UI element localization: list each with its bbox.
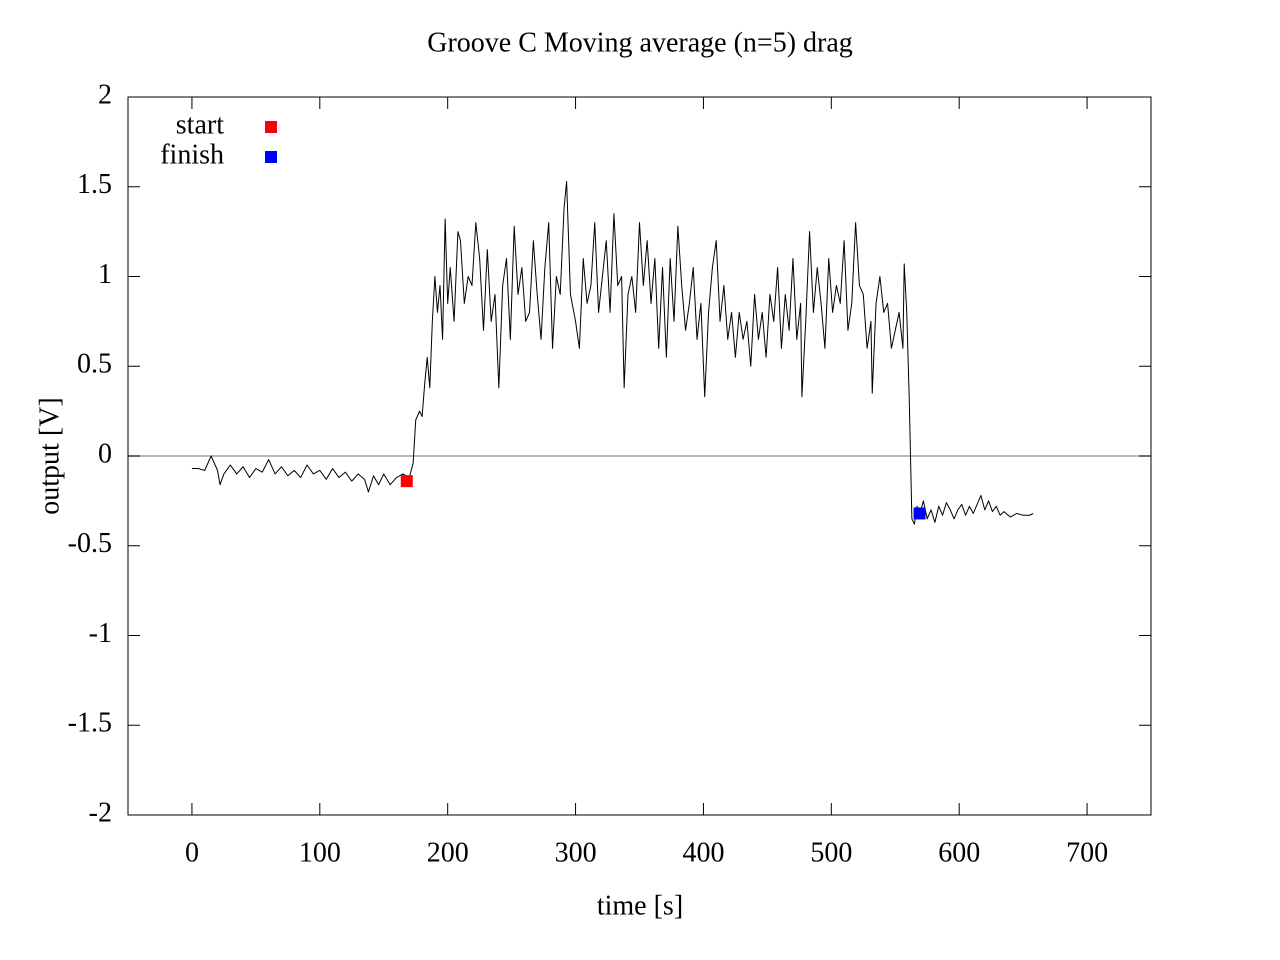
x-tick-label: 700 — [1066, 837, 1108, 868]
x-tick-label: 600 — [938, 837, 980, 868]
y-tick-label: 1 — [98, 259, 112, 290]
y-tick-label: -1.5 — [68, 708, 112, 739]
y-tick-label: -2 — [89, 797, 112, 828]
plot-frame — [127, 96, 1152, 816]
legend-swatch — [265, 151, 277, 163]
x-tick-label: 300 — [555, 837, 597, 868]
point-marker — [400, 475, 413, 488]
y-tick-label: 1.5 — [77, 169, 112, 200]
legend-label: finish — [160, 139, 224, 170]
y-tick-label: 2 — [98, 79, 112, 110]
y-axis-label: output [V] — [34, 397, 65, 514]
legend-label: start — [176, 109, 224, 140]
x-tick-label: 500 — [810, 837, 852, 868]
x-tick-label: 100 — [299, 837, 341, 868]
y-tick-label: -1 — [89, 618, 112, 649]
legend-swatch — [265, 121, 277, 133]
x-axis-label: time [s] — [597, 890, 683, 921]
x-tick-label: 0 — [185, 837, 199, 868]
y-tick-label: -0.5 — [68, 528, 112, 559]
point-marker — [913, 507, 926, 520]
y-tick-label: 0 — [98, 438, 112, 469]
x-tick-label: 200 — [427, 837, 469, 868]
data-line — [191, 180, 1034, 525]
chart-title: Groove C Moving average (n=5) drag — [427, 27, 853, 58]
y-tick-label: 0.5 — [77, 349, 112, 380]
x-tick-label: 400 — [682, 837, 724, 868]
